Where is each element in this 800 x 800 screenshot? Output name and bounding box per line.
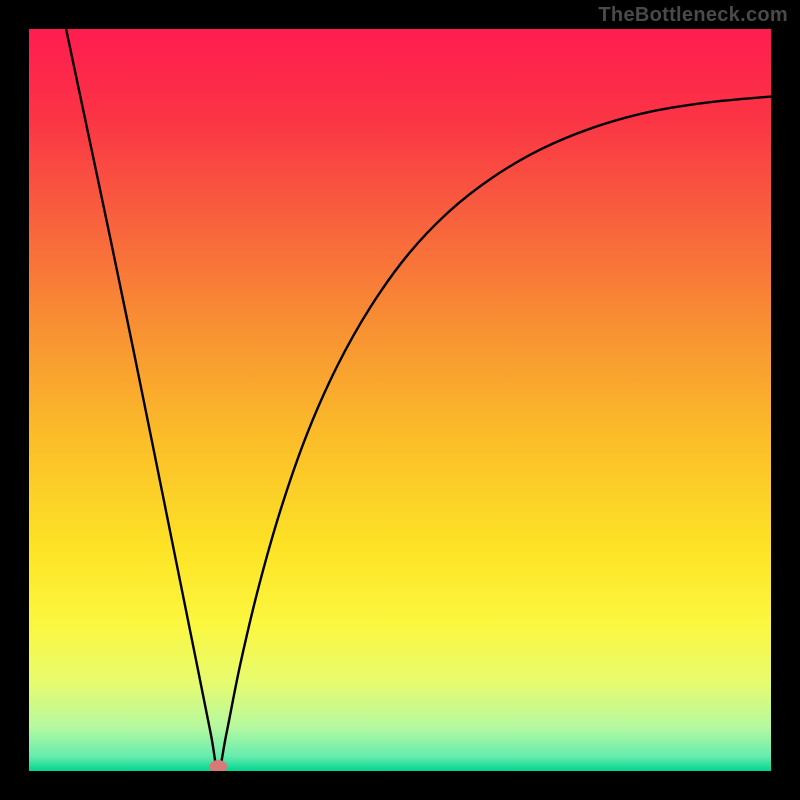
minimum-marker (209, 760, 227, 771)
attribution-label: TheBottleneck.com (598, 4, 788, 27)
bottleneck-curve (66, 29, 771, 771)
curve-layer (29, 29, 771, 771)
plot-area (29, 29, 771, 771)
chart-container: TheBottleneck.com (0, 0, 800, 800)
